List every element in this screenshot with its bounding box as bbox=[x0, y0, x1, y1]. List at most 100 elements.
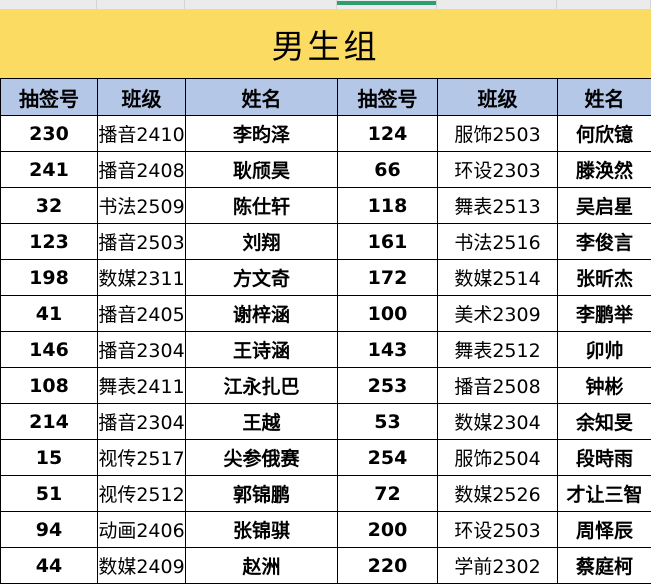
cell-draw-number[interactable]: 44 bbox=[1, 548, 98, 584]
cell-name[interactable]: 周怿辰 bbox=[558, 512, 651, 548]
cell-name[interactable]: 李俊言 bbox=[558, 224, 651, 260]
cell-draw-number[interactable]: 143 bbox=[338, 332, 438, 368]
cell-draw-number[interactable]: 198 bbox=[1, 260, 98, 296]
column-header-draw-number-4: 抽签号 bbox=[338, 79, 438, 116]
cell-class[interactable]: 播音2410 bbox=[98, 116, 186, 152]
cell-name[interactable]: 蔡庭柯 bbox=[558, 548, 651, 584]
cell-name[interactable]: 何欣镱 bbox=[558, 116, 651, 152]
cell-draw-number[interactable]: 118 bbox=[338, 188, 438, 224]
cell-draw-number[interactable]: 100 bbox=[338, 296, 438, 332]
cell-draw-number[interactable]: 124 bbox=[338, 116, 438, 152]
cell-name[interactable]: 卯帅 bbox=[558, 332, 651, 368]
cell-class[interactable]: 播音2405 bbox=[98, 296, 186, 332]
cell-draw-number[interactable]: 15 bbox=[1, 440, 98, 476]
cell-draw-number[interactable]: 214 bbox=[1, 404, 98, 440]
cell-name[interactable]: 方文奇 bbox=[186, 260, 338, 296]
cell-draw-number[interactable]: 108 bbox=[1, 368, 98, 404]
cell-name[interactable]: 谢梓涵 bbox=[186, 296, 338, 332]
cell-draw-number[interactable]: 161 bbox=[338, 224, 438, 260]
cell-draw-number[interactable]: 146 bbox=[1, 332, 98, 368]
cell-class[interactable]: 播音2304 bbox=[98, 404, 186, 440]
cell-class[interactable]: 数媒2514 bbox=[438, 260, 558, 296]
col-strip-f[interactable] bbox=[557, 0, 651, 9]
cell-name[interactable]: 郭锦鹏 bbox=[186, 476, 338, 512]
cell-class[interactable]: 服饰2503 bbox=[438, 116, 558, 152]
cell-name[interactable]: 刘翔 bbox=[186, 224, 338, 260]
cell-class[interactable]: 环设2303 bbox=[438, 152, 558, 188]
col-strip-d[interactable] bbox=[337, 0, 437, 9]
cell-name[interactable]: 滕涣然 bbox=[558, 152, 651, 188]
cell-draw-number[interactable]: 172 bbox=[338, 260, 438, 296]
column-header-draw-number-1: 抽签号 bbox=[1, 79, 98, 116]
cell-draw-number[interactable]: 51 bbox=[1, 476, 98, 512]
cell-name[interactable]: 王越 bbox=[186, 404, 338, 440]
cell-class[interactable]: 学前2302 bbox=[438, 548, 558, 584]
cell-name[interactable]: 才让三智 bbox=[558, 476, 651, 512]
col-strip-e[interactable] bbox=[437, 0, 557, 9]
cell-draw-number[interactable]: 220 bbox=[338, 548, 438, 584]
cell-class[interactable]: 书法2516 bbox=[438, 224, 558, 260]
cell-class[interactable]: 数媒2526 bbox=[438, 476, 558, 512]
page-title: 男生组 bbox=[272, 20, 380, 68]
spreadsheet-column-header-strip bbox=[0, 0, 651, 9]
cell-class[interactable]: 服饰2504 bbox=[438, 440, 558, 476]
cell-name[interactable]: 江永扎巴 bbox=[186, 368, 338, 404]
cell-class[interactable]: 播音2304 bbox=[98, 332, 186, 368]
cell-name[interactable]: 赵洲 bbox=[186, 548, 338, 584]
cell-name[interactable]: 李昀泽 bbox=[186, 116, 338, 152]
cell-name[interactable]: 段時雨 bbox=[558, 440, 651, 476]
cell-name[interactable]: 余知旻 bbox=[558, 404, 651, 440]
cell-name[interactable]: 钟彬 bbox=[558, 368, 651, 404]
cell-class[interactable]: 舞表2513 bbox=[438, 188, 558, 224]
cell-draw-number[interactable]: 241 bbox=[1, 152, 98, 188]
cell-class[interactable]: 舞表2411 bbox=[98, 368, 186, 404]
cell-name[interactable]: 尖参俄赛 bbox=[186, 440, 338, 476]
col-strip-a[interactable] bbox=[0, 0, 97, 9]
cell-class[interactable]: 数媒2409 bbox=[98, 548, 186, 584]
cell-class[interactable]: 数媒2304 bbox=[438, 404, 558, 440]
cell-name[interactable]: 李鹏举 bbox=[558, 296, 651, 332]
cell-class[interactable]: 播音2408 bbox=[98, 152, 186, 188]
cell-class[interactable]: 舞表2512 bbox=[438, 332, 558, 368]
cell-name[interactable]: 吴启星 bbox=[558, 188, 651, 224]
cell-draw-number[interactable]: 123 bbox=[1, 224, 98, 260]
cell-class[interactable]: 动画2406 bbox=[98, 512, 186, 548]
cell-class[interactable]: 播音2503 bbox=[98, 224, 186, 260]
cell-draw-number[interactable]: 66 bbox=[338, 152, 438, 188]
cell-class[interactable]: 环设2503 bbox=[438, 512, 558, 548]
cell-class[interactable]: 数媒2311 bbox=[98, 260, 186, 296]
cell-draw-number[interactable]: 32 bbox=[1, 188, 98, 224]
cell-draw-number[interactable]: 200 bbox=[338, 512, 438, 548]
cell-name[interactable]: 张昕杰 bbox=[558, 260, 651, 296]
cell-draw-number[interactable]: 230 bbox=[1, 116, 98, 152]
column-header-class-2: 班级 bbox=[98, 79, 186, 116]
col-strip-c[interactable] bbox=[185, 0, 337, 9]
cell-draw-number[interactable]: 41 bbox=[1, 296, 98, 332]
cell-draw-number[interactable]: 254 bbox=[338, 440, 438, 476]
table-header: 抽签号班级姓名抽签号班级姓名 bbox=[1, 79, 651, 116]
cell-name[interactable]: 王诗涵 bbox=[186, 332, 338, 368]
cell-class[interactable]: 美术2309 bbox=[438, 296, 558, 332]
cell-name[interactable]: 张锦骐 bbox=[186, 512, 338, 548]
cell-draw-number[interactable]: 72 bbox=[338, 476, 438, 512]
column-header-name-3: 姓名 bbox=[186, 79, 338, 116]
cell-class[interactable]: 播音2508 bbox=[438, 368, 558, 404]
cell-class[interactable]: 视传2512 bbox=[98, 476, 186, 512]
cell-name[interactable]: 耿颀昊 bbox=[186, 152, 338, 188]
cell-draw-number[interactable]: 53 bbox=[338, 404, 438, 440]
col-strip-b[interactable] bbox=[97, 0, 185, 9]
cell-class[interactable]: 视传2517 bbox=[98, 440, 186, 476]
cell-name[interactable]: 陈仕轩 bbox=[186, 188, 338, 224]
cell-draw-number[interactable]: 253 bbox=[338, 368, 438, 404]
cell-draw-number[interactable]: 94 bbox=[1, 512, 98, 548]
cell-class[interactable]: 书法2509 bbox=[98, 188, 186, 224]
